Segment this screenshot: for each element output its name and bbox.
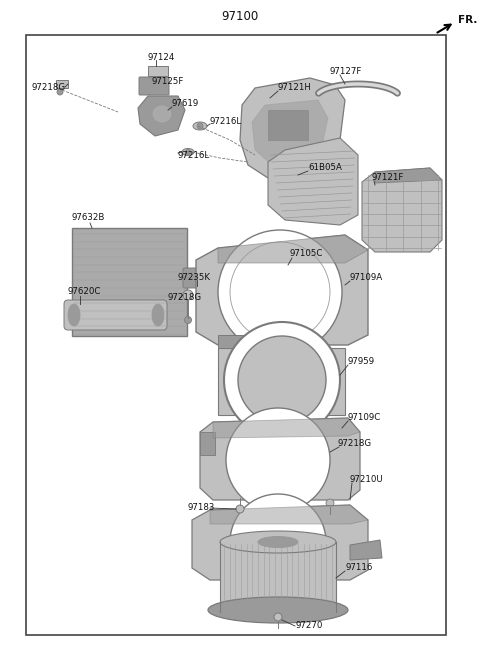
Circle shape [326, 499, 334, 507]
Text: FR.: FR. [458, 15, 478, 25]
Circle shape [185, 150, 191, 154]
Text: 97100: 97100 [221, 9, 259, 22]
Text: 97270: 97270 [295, 620, 323, 629]
Polygon shape [138, 96, 185, 136]
FancyBboxPatch shape [183, 268, 209, 288]
Polygon shape [213, 418, 360, 438]
Circle shape [236, 505, 244, 513]
Text: 97125F: 97125F [152, 76, 184, 85]
Polygon shape [362, 168, 442, 252]
Text: 97216L: 97216L [210, 116, 242, 125]
Circle shape [224, 322, 340, 438]
Circle shape [197, 123, 203, 129]
Circle shape [183, 290, 193, 300]
Circle shape [238, 336, 326, 424]
Polygon shape [200, 432, 215, 455]
Polygon shape [192, 505, 368, 580]
Circle shape [218, 230, 342, 354]
Text: 97121F: 97121F [372, 173, 404, 181]
Ellipse shape [68, 304, 80, 326]
Text: 97632B: 97632B [72, 214, 106, 223]
Text: 97218G: 97218G [32, 83, 66, 93]
Circle shape [226, 408, 330, 512]
Bar [268, 110, 308, 140]
Polygon shape [350, 540, 382, 560]
Text: 97620C: 97620C [68, 286, 101, 296]
Text: 97105C: 97105C [290, 250, 324, 258]
Text: 97116: 97116 [345, 562, 372, 572]
Polygon shape [218, 335, 270, 348]
Ellipse shape [182, 148, 194, 156]
Circle shape [57, 89, 63, 95]
FancyBboxPatch shape [139, 77, 169, 95]
Bar [56, 80, 68, 88]
Polygon shape [268, 138, 358, 225]
Text: 97210U: 97210U [350, 474, 384, 484]
Polygon shape [218, 235, 368, 263]
Bar [26, 35, 446, 635]
Text: 97109C: 97109C [348, 413, 381, 422]
Text: 97127F: 97127F [330, 66, 362, 76]
Circle shape [274, 613, 282, 621]
Ellipse shape [152, 304, 164, 326]
Circle shape [184, 317, 192, 323]
Ellipse shape [208, 597, 348, 623]
Text: 61B05A: 61B05A [308, 162, 342, 171]
Text: 97619: 97619 [172, 99, 199, 108]
Bar [220, 542, 336, 612]
Polygon shape [240, 78, 345, 178]
Text: 97121H: 97121H [278, 83, 312, 91]
Polygon shape [375, 168, 442, 183]
Circle shape [230, 242, 330, 342]
Text: 97216L: 97216L [178, 150, 210, 160]
Polygon shape [218, 348, 345, 415]
Text: 97218G: 97218G [338, 438, 372, 447]
Polygon shape [200, 418, 360, 500]
Bar [148, 66, 168, 76]
FancyBboxPatch shape [64, 300, 167, 330]
Polygon shape [196, 235, 368, 345]
Text: 97183: 97183 [188, 503, 216, 512]
Circle shape [230, 494, 326, 590]
Ellipse shape [153, 106, 171, 122]
Ellipse shape [220, 531, 336, 553]
Ellipse shape [193, 122, 207, 130]
Text: 97124: 97124 [148, 53, 175, 62]
Text: 97959: 97959 [348, 357, 375, 365]
Text: 97218G: 97218G [168, 292, 202, 302]
Text: 97109A: 97109A [350, 273, 383, 281]
Polygon shape [210, 505, 368, 524]
Text: 97235K: 97235K [178, 273, 211, 281]
Bar [72, 228, 187, 336]
Ellipse shape [258, 537, 298, 547]
Polygon shape [252, 100, 328, 168]
Ellipse shape [220, 599, 336, 621]
